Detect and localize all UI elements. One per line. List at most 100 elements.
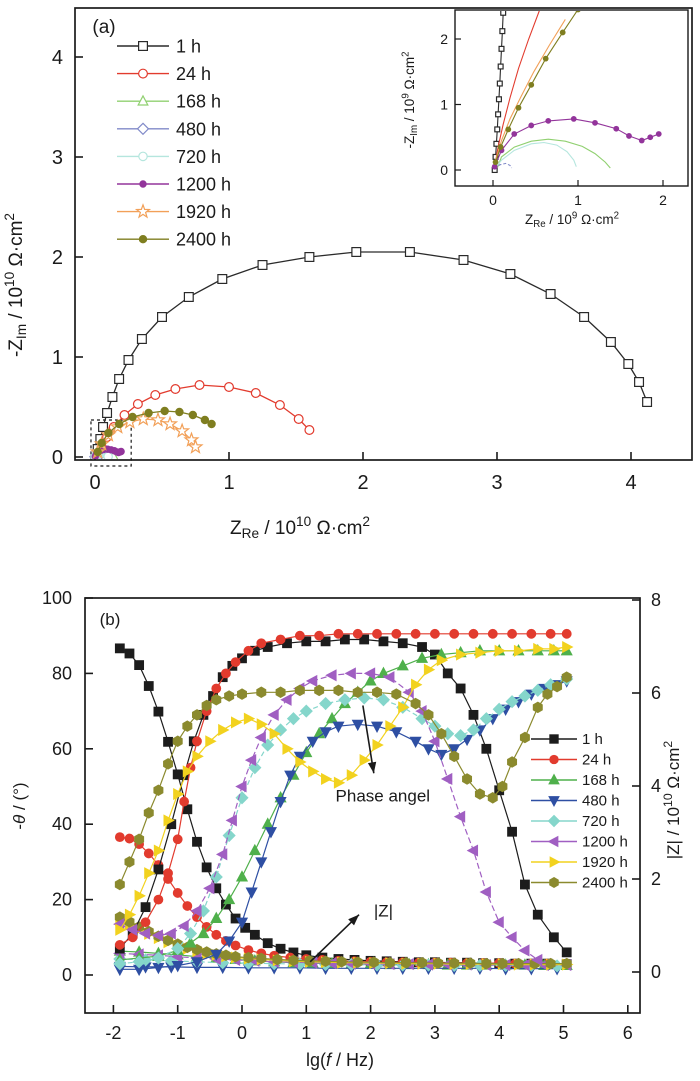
x-tick-label: 2 [357, 472, 368, 494]
marker-triangle-left [453, 810, 466, 823]
legend-item-2400h: 2400 h [117, 230, 231, 250]
series-1200h [491, 116, 662, 170]
marker-circle [104, 428, 113, 438]
marker-square [520, 879, 530, 890]
marker-square [153, 864, 164, 875]
marker-triangle-right [385, 720, 397, 733]
marker-square [458, 255, 469, 266]
marker-square [157, 312, 168, 323]
marker-triangle-down [306, 736, 319, 749]
marker-square [107, 392, 118, 403]
marker-square [257, 260, 268, 271]
marker-circle [528, 81, 535, 88]
marker-triangle-down [245, 887, 258, 899]
series-2400h [492, 11, 581, 166]
marker-triangle-left [244, 754, 257, 767]
marker-triangle-down [264, 827, 277, 839]
y-right-tick-label: 2 [651, 869, 661, 889]
marker-triangle-down [332, 721, 345, 733]
marker-square [98, 422, 109, 433]
marker-circle [172, 834, 183, 845]
marker-hexagon [224, 690, 235, 702]
marker-square [275, 943, 286, 954]
marker-circle [542, 55, 549, 62]
marker-triangle-right [115, 923, 127, 936]
y-left-tick-label: 40 [52, 814, 72, 834]
marker-diamond [151, 951, 165, 965]
marker-triangle-down [409, 736, 422, 749]
marker-star [187, 438, 204, 454]
y-tick-label: 0 [52, 447, 63, 469]
marker-triangle-down [190, 957, 204, 969]
series-line [495, 19, 566, 161]
marker-hexagon [449, 957, 460, 969]
marker-circle [170, 384, 181, 395]
legend-item-480h: 480 h [531, 793, 620, 810]
legend-item-1200h: 1200 h [531, 834, 628, 851]
marker-diamond [466, 723, 481, 737]
marker-circle [119, 410, 130, 421]
marker-circle [224, 382, 235, 393]
marker-hexagon [465, 957, 476, 969]
legend-item-1920h: 1920 h [117, 202, 231, 222]
marker-square [201, 862, 212, 873]
marker-square [240, 922, 251, 933]
marker-hexagon [545, 957, 556, 970]
panel-b-x-axis-title: lg(f / Hz) [306, 1050, 374, 1070]
x-tick-label: -2 [105, 1023, 121, 1043]
panel-b-left-axis-title: -θ / (°) [10, 782, 29, 829]
marker-triangle-right [231, 716, 243, 729]
marker-square [642, 397, 653, 408]
marker-square [548, 932, 559, 943]
marker-diamond [338, 693, 352, 707]
series-1h [92, 247, 653, 455]
marker-square [442, 668, 453, 679]
y-left-tick-label: 80 [52, 663, 72, 683]
marker-hexagon [163, 934, 174, 947]
marker-hexagon [114, 878, 125, 891]
marker-diamond [132, 955, 146, 969]
marker-circle [638, 137, 645, 144]
marker-triangle-right [494, 644, 506, 657]
marker-triangle-left [428, 735, 440, 748]
marker-triangle-left [344, 667, 356, 680]
marker-circle [188, 410, 198, 420]
panel-b-legend: 1 h 24 h 168 h 480 h 720 h 1200 h 1920 h 2400 h [531, 731, 628, 892]
panel-a-tag: (a) [92, 17, 115, 38]
legend-label: 1200 h [176, 175, 231, 195]
marker-triangle-left [466, 844, 479, 857]
marker-triangle-left [125, 923, 138, 936]
marker-triangle-left [267, 708, 279, 721]
marker-diamond [454, 729, 468, 743]
inset-y-tick-label: 1 [440, 97, 448, 113]
marker-triangle-right [549, 642, 561, 655]
marker-hexagon [433, 957, 444, 969]
inset-axes-box [454, 9, 689, 187]
marker-triangle-left [325, 957, 337, 970]
marker-hexagon [172, 735, 183, 748]
marker-triangle-right [423, 663, 436, 676]
marker-triangle-right [456, 648, 468, 661]
legend-item-2400h: 2400 h [531, 875, 628, 892]
marker-triangle-right [308, 765, 320, 778]
y-tick-label: 3 [52, 147, 63, 169]
marker-triangle-up [548, 773, 560, 785]
marker-triangle-left [235, 780, 247, 793]
y-right-tick-label: 0 [651, 962, 661, 982]
marker-triangle-left [177, 919, 189, 933]
marker-circle [256, 638, 267, 649]
marker-triangle-left [518, 944, 530, 957]
marker-triangle-right [533, 642, 545, 655]
marker-triangle-up [223, 892, 236, 905]
marker-triangle-left [325, 669, 337, 682]
x-tick-label: 1 [223, 472, 234, 494]
marker-triangle-up [415, 651, 429, 663]
legend-label: 1920 h [176, 202, 231, 222]
marker-circle [333, 628, 344, 639]
marker-triangle-down [274, 797, 287, 809]
x-tick-label: 1 [301, 1023, 311, 1043]
marker-circle [179, 796, 190, 807]
arrow-head [348, 914, 360, 926]
x-tick-label: 5 [558, 1023, 568, 1043]
marker-hexagon [532, 701, 543, 714]
